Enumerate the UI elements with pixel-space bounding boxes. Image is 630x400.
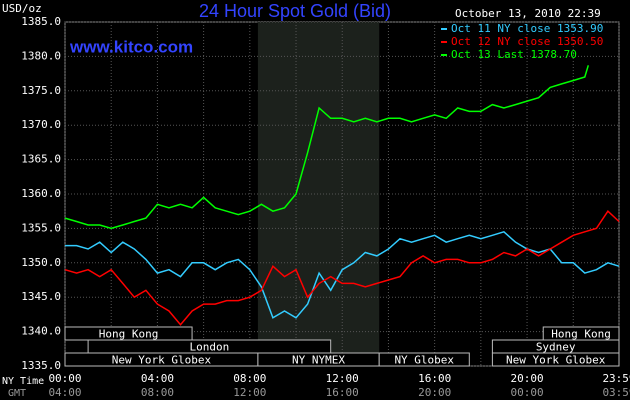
y-tick-label: 1385.0 [21,15,61,28]
session-label: London [190,341,230,354]
x2-axis-label: GMT [8,388,26,399]
session-label: NY Globex [394,354,454,367]
session-label: Sydney [536,341,576,354]
y-tick-label: 1355.0 [21,221,61,234]
y-axis-label: USD/oz [2,2,42,15]
y-tick-label: 1365.0 [21,153,61,166]
x2-tick-label: 00:00 [510,386,543,399]
y-tick-label: 1345.0 [21,290,61,303]
session-label: New York Globex [112,354,212,367]
x2-tick-label: 12:00 [233,386,266,399]
y-tick-label: 1370.0 [21,118,61,131]
x-tick-label: 12:00 [326,372,359,385]
shaded-session [257,22,380,366]
y-tick-label: 1380.0 [21,49,61,62]
x-tick-label: 16:00 [418,372,451,385]
y-tick-label: 1360.0 [21,187,61,200]
legend-label: Oct 13 Last 1378.70 [451,48,577,61]
x-tick-label: 08:00 [233,372,266,385]
x-axis-label: NY Time [2,376,44,387]
x2-tick-label: 03:59 [602,386,630,399]
y-tick-label: 1375.0 [21,84,61,97]
chart-title: 24 Hour Spot Gold (Bid) [199,1,391,21]
y-tick-label: 1350.0 [21,256,61,269]
series-line [64,65,590,230]
y-tick-label: 1335.0 [21,359,61,372]
x2-tick-label: 16:00 [326,386,359,399]
legend-label: Oct 12 NY close 1350.50 [451,35,603,48]
x-tick-label: 20:00 [510,372,543,385]
x-tick-label: 23:59 [602,372,630,385]
session-bar [491,352,620,367]
x2-tick-label: 08:00 [141,386,174,399]
session-bar [378,352,470,367]
watermark: www.kitco.com [69,37,193,56]
session-label: New York Globex [506,354,606,367]
x2-tick-label: 04:00 [48,386,81,399]
legend-label: Oct 11 NY close 1353.90 [451,22,603,35]
series-line [64,210,620,326]
plot-under [64,21,620,367]
timestamp: October 13, 2010 22:39 [455,7,601,20]
x-tick-label: 00:00 [48,372,81,385]
x-tick-label: 04:00 [141,372,174,385]
session-label: Hong Kong [99,328,159,341]
session-label: Hong Kong [551,328,611,341]
y-tick-label: 1340.0 [21,325,61,338]
x2-tick-label: 20:00 [418,386,451,399]
session-label: NY NYMEX [292,354,345,367]
